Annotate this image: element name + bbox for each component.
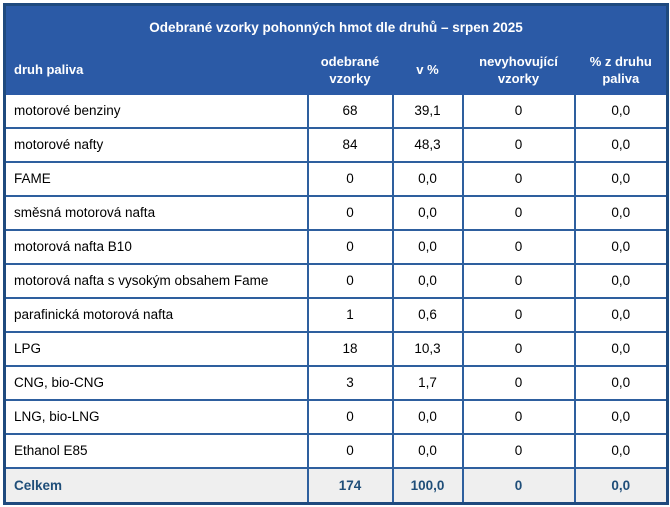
total-value-cell: 0,0 bbox=[573, 466, 669, 505]
title-row: Odebrané vzorky pohonných hmot dle druhů… bbox=[3, 3, 669, 49]
value-cell: 0,0 bbox=[573, 194, 669, 231]
table-row: parafinická motorová nafta 1 0,6 0 0,0 bbox=[3, 296, 669, 333]
column-header: druh paliva bbox=[3, 48, 309, 95]
value-cell: 0,0 bbox=[391, 228, 464, 265]
table-row: CNG, bio-CNG 3 1,7 0 0,0 bbox=[3, 364, 669, 401]
value-cell: 0,0 bbox=[391, 160, 464, 197]
fuel-type-cell: LPG bbox=[3, 330, 309, 367]
fuel-type-cell: FAME bbox=[3, 160, 309, 197]
value-cell: 0 bbox=[461, 194, 576, 231]
value-cell: 0 bbox=[461, 262, 576, 299]
fuel-type-cell: LNG, bio-LNG bbox=[3, 398, 309, 435]
table-title: Odebrané vzorky pohonných hmot dle druhů… bbox=[3, 3, 669, 49]
value-cell: 0,0 bbox=[573, 160, 669, 197]
value-cell: 0,0 bbox=[573, 228, 669, 265]
fuel-type-cell: CNG, bio-CNG bbox=[3, 364, 309, 401]
header-row: druh paliva odebrané vzorky v % nevyhovujíc… bbox=[3, 48, 669, 95]
value-cell: 0,0 bbox=[573, 330, 669, 367]
value-cell: 1,7 bbox=[391, 364, 464, 401]
value-cell: 0,0 bbox=[391, 432, 464, 469]
value-cell: 0,0 bbox=[573, 262, 669, 299]
table-row: FAME 0 0,0 0 0,0 bbox=[3, 160, 669, 197]
value-cell: 0 bbox=[461, 92, 576, 129]
value-cell: 0,0 bbox=[573, 398, 669, 435]
value-cell: 0,0 bbox=[573, 364, 669, 401]
value-cell: 10,3 bbox=[391, 330, 464, 367]
value-cell: 18 bbox=[306, 330, 394, 367]
fuel-type-cell: směsná motorová nafta bbox=[3, 194, 309, 231]
value-cell: 0,0 bbox=[391, 194, 464, 231]
table-row: motorová nafta B10 0 0,0 0 0,0 bbox=[3, 228, 669, 265]
value-cell: 0 bbox=[461, 228, 576, 265]
value-cell: 0 bbox=[461, 364, 576, 401]
value-cell: 0 bbox=[461, 126, 576, 163]
value-cell: 0 bbox=[306, 398, 394, 435]
table-row: Ethanol E85 0 0,0 0 0,0 bbox=[3, 432, 669, 469]
total-row: Celkem 174 100,0 0 0,0 bbox=[3, 466, 669, 505]
fuel-type-cell: motorová nafta B10 bbox=[3, 228, 309, 265]
value-cell: 0 bbox=[306, 194, 394, 231]
table-row: motorové nafty 84 48,3 0 0,0 bbox=[3, 126, 669, 163]
value-cell: 0 bbox=[306, 228, 394, 265]
column-header: % z druhu paliva bbox=[573, 48, 669, 95]
value-cell: 0 bbox=[306, 160, 394, 197]
fuel-type-cell: Ethanol E85 bbox=[3, 432, 309, 469]
table-row: motorová nafta s vysokým obsahem Fame 0 0,… bbox=[3, 262, 669, 299]
total-label-cell: Celkem bbox=[3, 466, 309, 505]
value-cell: 0,0 bbox=[573, 296, 669, 333]
value-cell: 0 bbox=[306, 262, 394, 299]
fuel-type-cell: motorové nafty bbox=[3, 126, 309, 163]
total-value-cell: 174 bbox=[306, 466, 394, 505]
value-cell: 0 bbox=[461, 330, 576, 367]
value-cell: 0 bbox=[461, 398, 576, 435]
value-cell: 3 bbox=[306, 364, 394, 401]
table-body: motorové benziny 68 39,1 0 0,0 motorové nafty… bbox=[3, 92, 669, 469]
fuel-type-cell: parafinická motorová nafta bbox=[3, 296, 309, 333]
value-cell: 0,0 bbox=[391, 262, 464, 299]
total-value-cell: 100,0 bbox=[391, 466, 464, 505]
value-cell: 0 bbox=[461, 296, 576, 333]
value-cell: 0 bbox=[461, 160, 576, 197]
value-cell: 48,3 bbox=[391, 126, 464, 163]
table-row: LPG 18 10,3 0 0,0 bbox=[3, 330, 669, 367]
column-header: odebrané vzorky bbox=[306, 48, 394, 95]
value-cell: 0,0 bbox=[573, 126, 669, 163]
value-cell: 0 bbox=[461, 432, 576, 469]
value-cell: 0,0 bbox=[573, 92, 669, 129]
column-header: nevyhovující vzorky bbox=[461, 48, 576, 95]
value-cell: 68 bbox=[306, 92, 394, 129]
fuel-type-cell: motorové benziny bbox=[3, 92, 309, 129]
value-cell: 84 bbox=[306, 126, 394, 163]
table-row: motorové benziny 68 39,1 0 0,0 bbox=[3, 92, 669, 129]
total-value-cell: 0 bbox=[461, 466, 576, 505]
value-cell: 0,0 bbox=[573, 432, 669, 469]
value-cell: 0,6 bbox=[391, 296, 464, 333]
fuel-type-cell: motorová nafta s vysokým obsahem Fame bbox=[3, 262, 309, 299]
column-header: v % bbox=[391, 48, 464, 95]
value-cell: 0,0 bbox=[391, 398, 464, 435]
table-row: směsná motorová nafta 0 0,0 0 0,0 bbox=[3, 194, 669, 231]
fuel-samples-table: Odebrané vzorky pohonných hmot dle druhů… bbox=[3, 3, 670, 505]
table-row: LNG, bio-LNG 0 0,0 0 0,0 bbox=[3, 398, 669, 435]
value-cell: 0 bbox=[306, 432, 394, 469]
value-cell: 39,1 bbox=[391, 92, 464, 129]
value-cell: 1 bbox=[306, 296, 394, 333]
